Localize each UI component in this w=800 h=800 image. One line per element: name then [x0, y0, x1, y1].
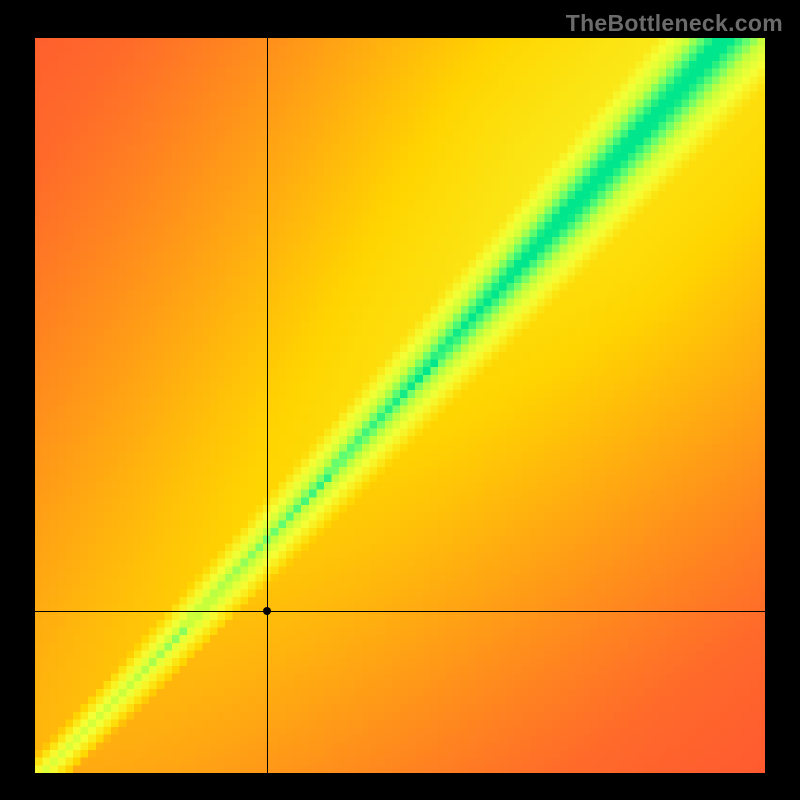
- crosshair-horizontal: [35, 611, 765, 612]
- watermark-text: TheBottleneck.com: [566, 10, 783, 37]
- heatmap-canvas: [35, 38, 765, 773]
- crosshair-vertical: [267, 38, 268, 773]
